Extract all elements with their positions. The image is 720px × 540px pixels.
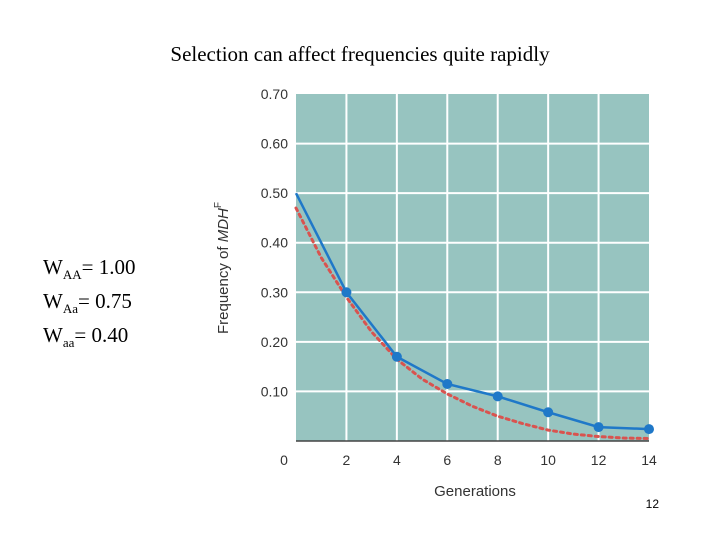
data-point: [442, 378, 453, 389]
y-tick-label: 0.70: [261, 86, 288, 102]
fitness-values: WAA= 1.00 WAa= 0.75 Waa= 0.40: [43, 254, 135, 356]
x-tick-label: 12: [591, 452, 607, 468]
x-tick-label: 14: [641, 452, 657, 468]
data-point: [644, 424, 654, 435]
slide-title: Selection can affect frequencies quite r…: [170, 42, 550, 66]
series-line-observed: [294, 192, 650, 431]
y-tick-label: 0.50: [261, 185, 288, 201]
x-tick-label: 8: [494, 452, 502, 468]
x-axis-title: Generations: [434, 483, 516, 500]
series-line-expected: [294, 206, 651, 441]
x-tick-label: 6: [443, 452, 451, 468]
fitness-value: = 0.75: [78, 289, 132, 313]
fitness-symbol: W: [43, 323, 63, 347]
fitness-value: = 1.00: [81, 255, 136, 279]
data-point: [593, 422, 604, 433]
fitness-row-aa: Waa= 0.40: [43, 322, 135, 356]
y-tick-label: 0.20: [261, 334, 288, 350]
fitness-genotype: AA: [62, 267, 82, 282]
x-tick-label: 10: [540, 452, 556, 468]
y-tick-label: 0.30: [261, 284, 288, 300]
y-tick-label: 0.10: [261, 383, 288, 399]
data-series: [294, 192, 654, 441]
x-tick-label: 4: [393, 452, 401, 468]
y-axis-title: Frequency of MDHF: [213, 202, 232, 334]
fitness-genotype: aa: [62, 335, 75, 350]
x-tick-labels: 0 2 4 6 8 10 12 14: [280, 452, 657, 468]
plot-background: [296, 94, 649, 441]
data-point: [492, 391, 503, 402]
x-tick-label: 0: [280, 452, 288, 468]
fitness-genotype: Aa: [62, 301, 78, 316]
fitness-symbol: W: [43, 289, 63, 313]
fitness-row-Aa: WAa= 0.75: [43, 288, 135, 322]
y-tick-label: 0.60: [261, 136, 288, 152]
page-number: 12: [645, 497, 659, 511]
data-point: [341, 287, 352, 298]
x-tick-label: 2: [343, 452, 351, 468]
y-axis-title-prefix: Frequency of: [215, 242, 232, 334]
data-point: [543, 407, 554, 418]
fitness-symbol: W: [43, 255, 63, 279]
y-tick-label: 0.40: [261, 235, 288, 251]
fitness-value: = 0.40: [74, 323, 129, 347]
data-point: [391, 351, 402, 362]
fitness-row-AA: WAA= 1.00: [43, 254, 135, 288]
y-tick-labels: 0.10 0.20 0.30 0.40 0.50 0.60 0.70: [261, 86, 288, 399]
y-axis-title-sup: F: [213, 202, 224, 208]
y-axis-title-gene: MDH: [215, 208, 232, 242]
